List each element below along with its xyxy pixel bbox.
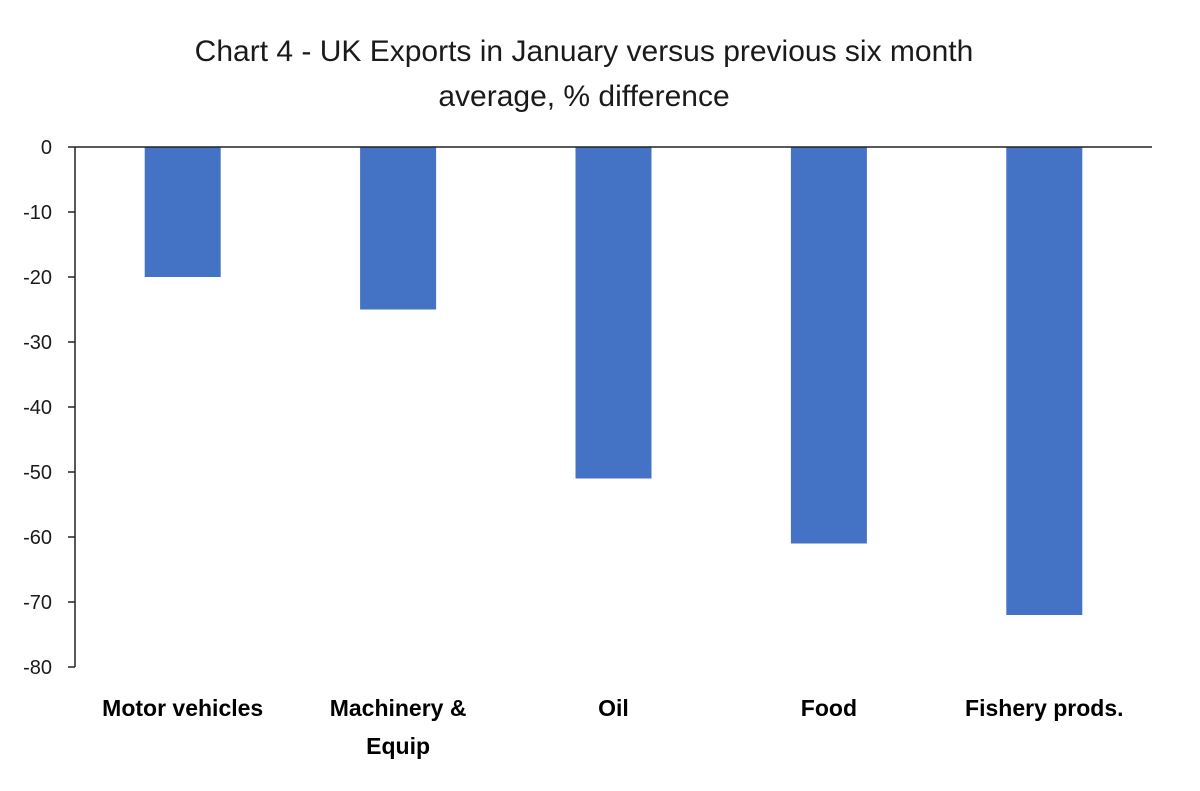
y-tick-label: -20	[23, 267, 52, 289]
bar-machinery-equip	[360, 147, 437, 310]
x-category-label: Food	[801, 695, 857, 721]
x-axis-labels: Motor vehicles Machinery & Equip Oil Food Fis…	[102, 695, 1123, 759]
chart-title-line-2: average, % difference	[438, 80, 729, 113]
bar-food	[790, 147, 867, 544]
x-category-label: Machinery & Equip	[330, 695, 467, 759]
y-tick-label: -70	[23, 592, 52, 614]
chart-title-line-1: Chart 4 - UK Exports in January versus p…	[195, 35, 974, 68]
x-category-label: Fishery prods.	[965, 695, 1123, 721]
y-tick-label: -10	[23, 202, 52, 224]
x-category-label: Oil	[598, 695, 629, 721]
bar-motor-vehicles	[144, 147, 221, 277]
x-category-label: Motor vehicles	[102, 695, 263, 721]
bars	[144, 147, 1083, 615]
y-tick-label: -50	[23, 462, 52, 484]
chart-title: Chart 4 - UK Exports in January versus p…	[195, 35, 974, 113]
y-axis-ticks: 0 -10 -20 -30 -40 -50 -60 -70 -80	[23, 137, 75, 679]
y-tick-label: -30	[23, 332, 52, 354]
y-tick-label: 0	[41, 137, 52, 159]
y-tick-label: -40	[23, 397, 52, 419]
bar-oil	[575, 147, 652, 479]
bar-fishery-prods	[1006, 147, 1083, 615]
y-tick-label: -80	[23, 657, 52, 679]
y-tick-label: -60	[23, 527, 52, 549]
